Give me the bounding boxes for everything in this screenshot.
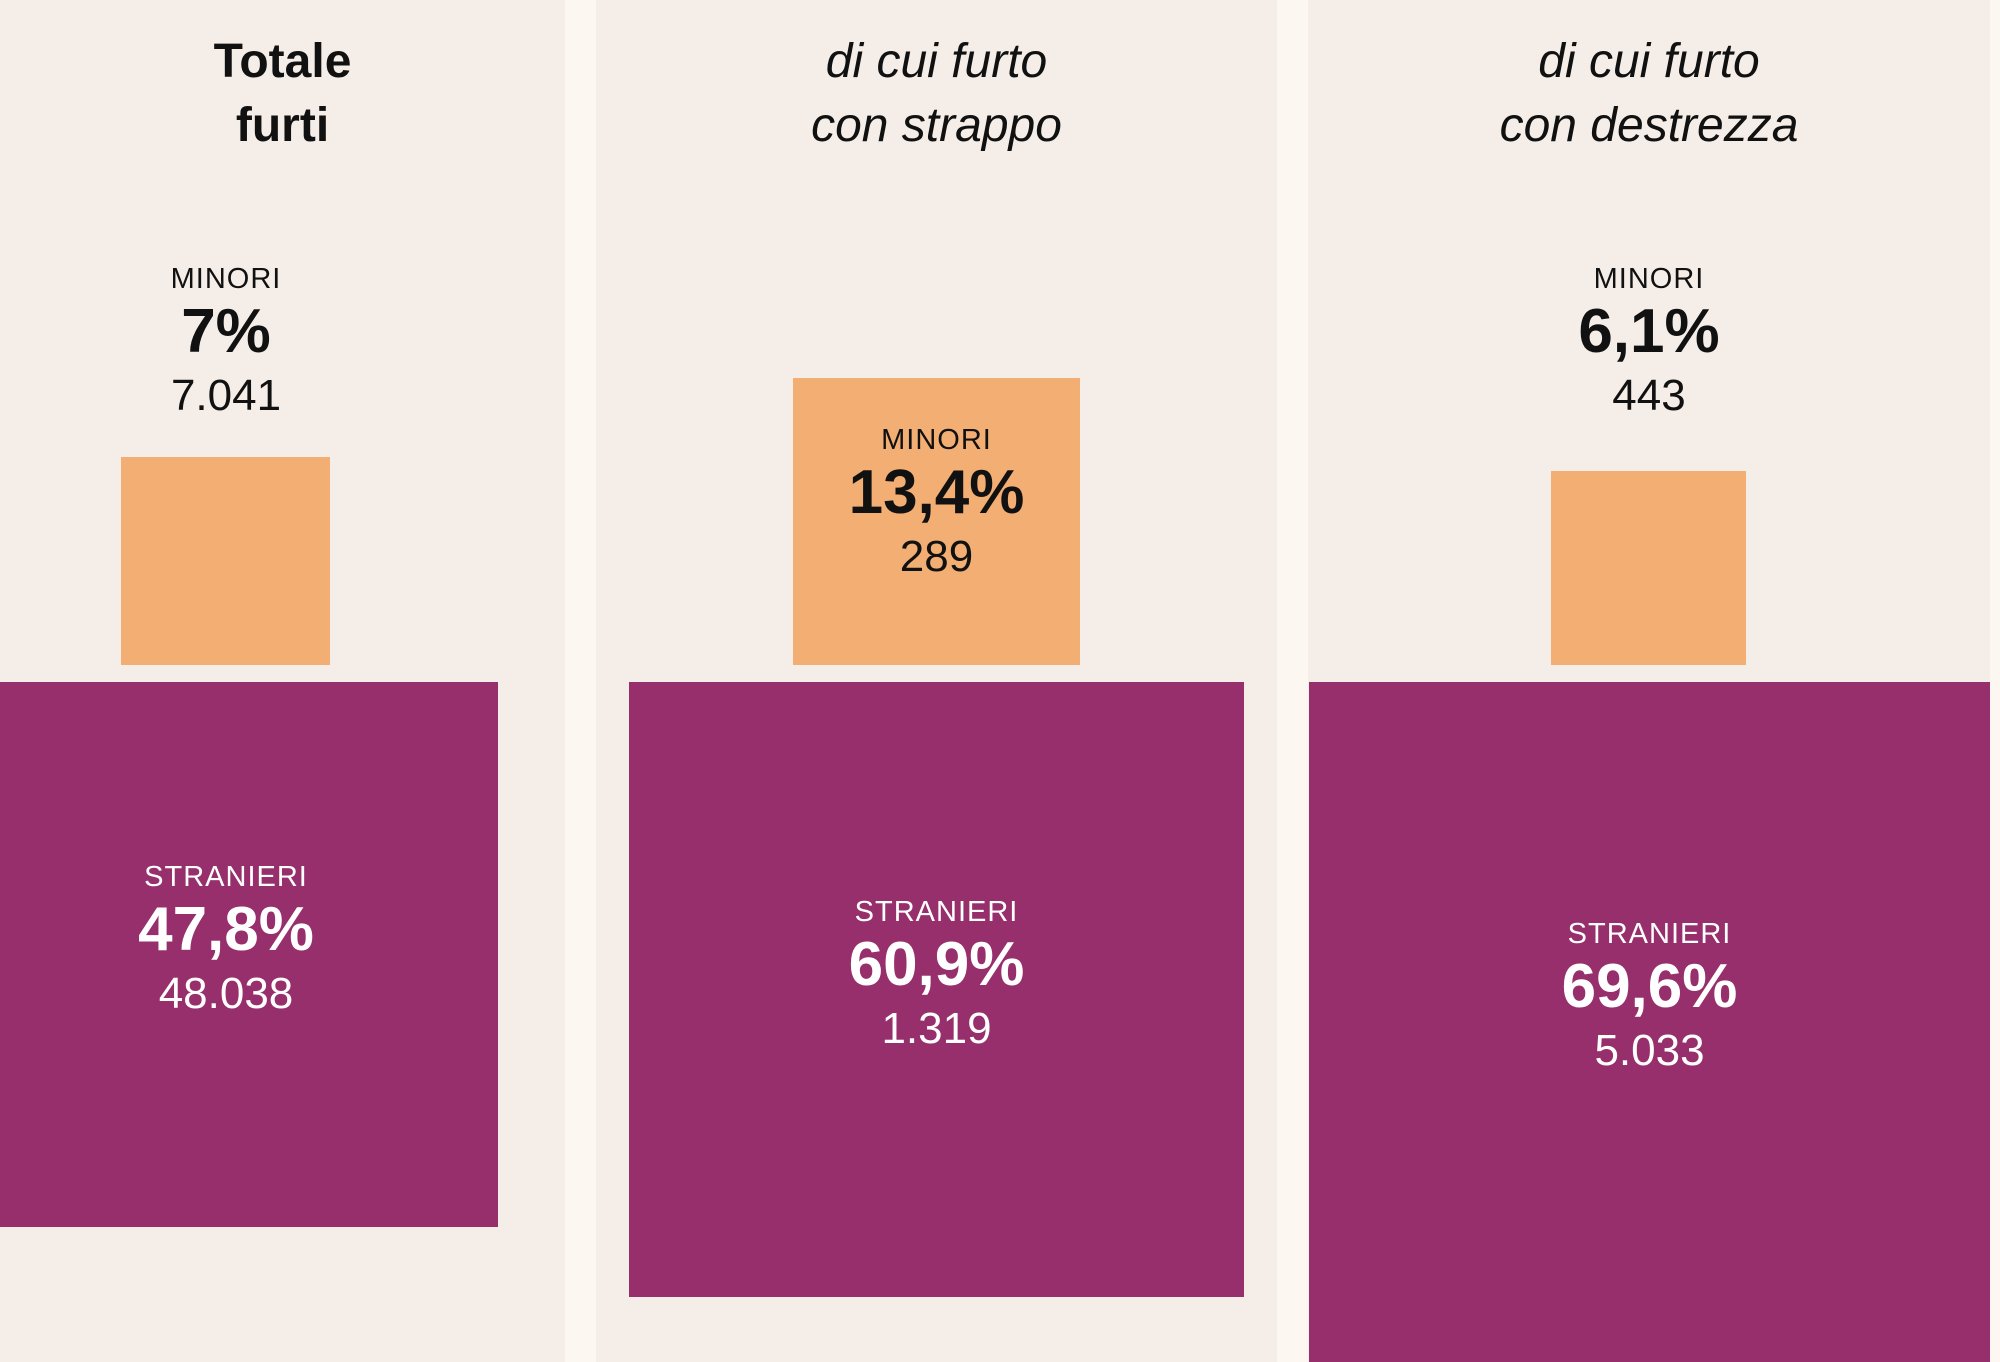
panel-title: di cui furto con strappo [596, 30, 1277, 158]
stranieri-category: STRANIERI [854, 896, 1019, 928]
title-line-2: con destrezza [1499, 99, 1799, 152]
panel-totale-furti: Totale furti MINORI 7% 7.041 STRANIERI 4… [0, 0, 565, 1362]
stranieri-label-group: STRANIERI 69,6% 5.033 [1309, 917, 1990, 1079]
panel-furto-con-destrezza: di cui furto con destrezza MINORI 6,1% 4… [1308, 0, 1990, 1362]
minori-square [1551, 471, 1746, 665]
stranieri-category: STRANIERI [1567, 918, 1732, 950]
minori-count: 443 [1612, 371, 1686, 420]
title-line-1: di cui furto [825, 35, 1048, 88]
minori-square: MINORI 13,4% 289 [793, 378, 1080, 665]
minori-label-group: MINORI 7% 7.041 [0, 262, 452, 424]
minori-label-group: MINORI 6,1% 443 [1308, 262, 1990, 424]
panel-furto-con-strappo: di cui furto con strappo MINORI 13,4% 28… [596, 0, 1277, 1362]
stranieri-square: STRANIERI 69,6% 5.033 [1309, 682, 1990, 1362]
minori-category: MINORI [881, 424, 992, 456]
stranieri-square: STRANIERI 60,9% 1.319 [629, 682, 1244, 1297]
stranieri-count: 48.038 [158, 969, 294, 1018]
stranieri-count: 5.033 [1594, 1026, 1705, 1075]
minori-count: 289 [899, 532, 974, 581]
stranieri-category: STRANIERI [144, 861, 308, 893]
panel-title: Totale furti [0, 30, 565, 158]
minori-square [121, 457, 330, 665]
stranieri-percent: 47,8% [138, 895, 314, 964]
title-line-1: Totale [213, 35, 352, 88]
minori-percent: 6,1% [1578, 297, 1720, 366]
minori-percent: 7% [181, 297, 271, 366]
stranieri-percent: 69,6% [1561, 952, 1738, 1021]
title-line-1: di cui furto [1538, 35, 1760, 88]
panel-title: di cui furto con destrezza [1308, 30, 1990, 158]
stranieri-label-group: STRANIERI 47,8% 48.038 [0, 860, 452, 1022]
minori-category: MINORI [1593, 263, 1705, 295]
minori-category: MINORI [170, 263, 282, 295]
stranieri-label-group: STRANIERI 60,9% 1.319 [629, 895, 1244, 1057]
title-line-2: con strappo [811, 99, 1062, 152]
stranieri-percent: 60,9% [848, 930, 1025, 999]
stranieri-square: STRANIERI 47,8% 48.038 [0, 682, 498, 1227]
title-line-2: furti [235, 99, 330, 152]
minori-percent: 13,4% [848, 458, 1025, 527]
stranieri-count: 1.319 [881, 1004, 992, 1053]
minori-label-group: MINORI 13,4% 289 [793, 423, 1080, 585]
minori-count: 7.041 [170, 371, 282, 420]
